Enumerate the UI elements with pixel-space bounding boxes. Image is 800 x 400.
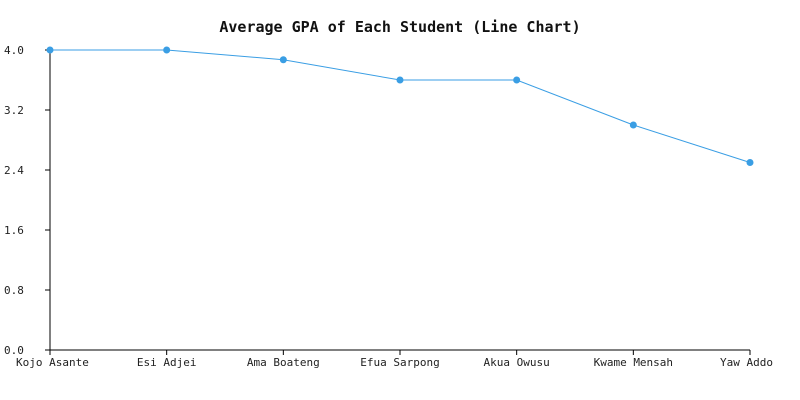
y-tick-label: 2.4 (4, 164, 24, 177)
data-point (279, 56, 287, 64)
y-axis: 0.0 0.8 1.6 2.4 3.2 4.0 (4, 44, 51, 357)
y-tick-label: 0.8 (4, 284, 24, 297)
plot-area (46, 46, 754, 166)
y-tick-label: 4.0 (4, 44, 24, 57)
x-tick-label: Yaw Addo (720, 356, 773, 369)
x-tick-label: Esi Adjei (137, 356, 197, 369)
data-point (46, 46, 54, 54)
chart-title: Average GPA of Each Student (Line Chart) (219, 18, 580, 36)
data-point (629, 121, 637, 129)
x-tick-label: Ama Boateng (247, 356, 320, 369)
y-tick-label: 1.6 (4, 224, 24, 237)
x-tick-label: Akua Owusu (484, 356, 550, 369)
series-line (50, 49, 751, 163)
data-point (513, 76, 521, 84)
data-point (396, 76, 404, 84)
y-tick-label: 0.0 (4, 344, 24, 357)
x-axis: Kojo Asante Esi Adjei Ama Boateng Efua Sarp… (16, 349, 773, 369)
data-point (163, 46, 171, 54)
y-tick-label: 3.2 (4, 104, 24, 117)
x-tick-label: Kojo Asante (16, 356, 89, 369)
x-tick-label: Efua Sarpong (360, 356, 439, 369)
x-tick-label: Kwame Mensah (594, 356, 673, 369)
data-point (746, 159, 754, 166)
